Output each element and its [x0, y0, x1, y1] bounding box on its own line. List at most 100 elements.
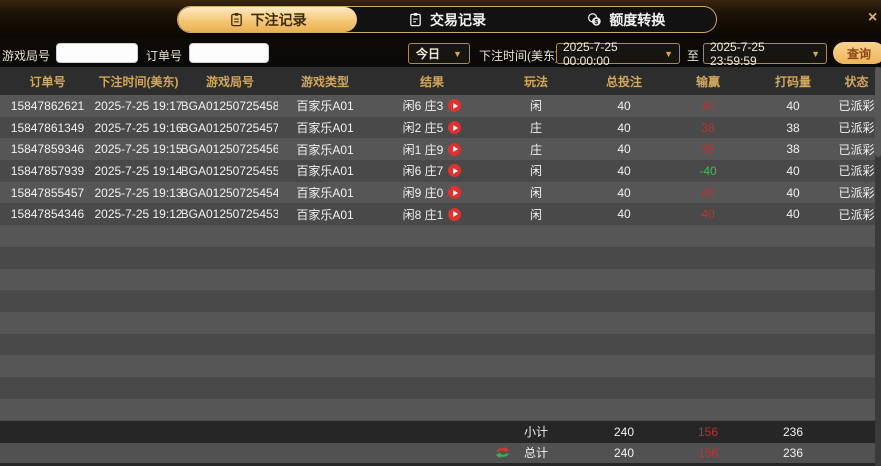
cell-order: 15847861349 [10, 120, 85, 135]
to-label: 至 [687, 49, 700, 63]
cell-game-round: BGA01250725453 [182, 207, 278, 222]
empty-row [0, 311, 875, 334]
replay-icon[interactable] [448, 164, 462, 178]
empty-row [0, 333, 875, 356]
bet-time-label: 下注时间(美东) [479, 49, 559, 63]
total-label: 总计 [523, 446, 548, 461]
refresh-swap-icon[interactable] [494, 445, 511, 460]
cell-turnover: 38 [786, 142, 800, 157]
replay-icon[interactable] [448, 142, 462, 156]
cell-turnover: 40 [786, 185, 800, 200]
cell-game-type: 百家乐A01 [296, 207, 354, 222]
subtotal-bet: 240 [613, 424, 635, 439]
cell-play: 闲 [529, 186, 542, 201]
cell-status: 已派彩 [838, 99, 875, 114]
cell-bet-time: 2025-7-25 19:17 [95, 98, 182, 113]
replay-icon[interactable] [448, 207, 462, 221]
col-header-play: 玩法 [523, 74, 548, 89]
col-header-turnover: 打码量 [774, 74, 811, 89]
cell-turnover: 40 [786, 163, 800, 178]
search-button[interactable]: 查询 [833, 42, 881, 64]
total-bet: 240 [613, 445, 635, 460]
cell-winloss: 40 [701, 185, 715, 200]
table-row: 15847857939 2025-7-25 19:14 BGA012507254… [0, 160, 875, 182]
cell-order: 15847862621 [10, 98, 85, 113]
cell-status: 已派彩 [838, 121, 875, 136]
quick-range-value: 今日 [416, 47, 441, 61]
chevron-down-icon: ▼ [453, 48, 462, 59]
cell-total-bet: 40 [617, 207, 631, 222]
cell-game-round: BGA01250725456 [182, 142, 278, 157]
result-text: 闲1 庄9 [402, 142, 444, 157]
cell-order: 15847855457 [10, 185, 85, 200]
cell-order: 15847859346 [10, 142, 85, 157]
tab-bet-records[interactable]: 下注记录 [178, 7, 358, 32]
table-row: 15847862621 2025-7-25 19:17 BGA012507254… [0, 95, 875, 117]
quota-transfer-icon: $ [587, 12, 602, 27]
cell-order: 15847854346 [10, 207, 85, 222]
table-row: 15847854346 2025-7-25 19:12 BGA012507254… [0, 203, 875, 226]
cell-total-bet: 40 [617, 163, 631, 178]
table-body: 15847862621 2025-7-25 19:17 BGA012507254… [0, 95, 875, 421]
scrollbar-thumb[interactable] [875, 67, 881, 157]
tab-group: 下注记录 交易记录 $ 额度转换 [177, 6, 717, 33]
cell-play: 闲 [529, 99, 542, 114]
col-header-game-type: 游戏类型 [300, 74, 349, 89]
order-number-input[interactable] [189, 43, 269, 63]
cell-play: 闲 [529, 207, 542, 222]
chevron-down-icon: ▼ [811, 48, 820, 59]
tab-quota-transfer[interactable]: $ 额度转换 [537, 7, 716, 32]
game-round-input[interactable] [56, 43, 138, 63]
order-number-label: 订单号 [146, 49, 183, 63]
tab-label: 交易记录 [429, 11, 486, 28]
table-header: 订单号 下注时间(美东) 游戏局号 游戏类型 结果 玩法 总投注 输赢 打码量 … [0, 67, 875, 95]
close-icon[interactable]: × [868, 10, 878, 26]
total-turnover: 236 [782, 445, 804, 460]
cell-status: 已派彩 [838, 186, 875, 201]
cell-bet-time: 2025-7-25 19:13 [95, 185, 182, 200]
cell-turnover: 40 [786, 98, 800, 113]
table-row: 15847861349 2025-7-25 19:16 BGA012507254… [0, 116, 875, 139]
result-text: 闲9 庄0 [402, 186, 444, 201]
cell-result: 闲9 庄0 [372, 182, 492, 204]
replay-icon[interactable] [448, 121, 462, 135]
date-to-select[interactable]: 2025-7-25 23:59:59 ▼ [703, 40, 827, 68]
cell-result: 闲1 庄9 [372, 138, 492, 160]
cell-winloss: 40 [701, 98, 715, 113]
col-header-result: 结果 [419, 74, 444, 89]
top-tab-bar: 下注记录 交易记录 $ 额度转换 × [0, 0, 881, 38]
game-round-label: 游戏局号 [2, 49, 51, 63]
cell-result: 闲8 庄1 [372, 203, 492, 225]
cell-game-type: 百家乐A01 [296, 99, 354, 114]
vertical-scrollbar[interactable] [875, 67, 881, 466]
col-header-order: 订单号 [29, 74, 66, 89]
cell-status: 已派彩 [838, 207, 875, 222]
result-text: 闲6 庄7 [402, 164, 444, 179]
cell-game-round: BGA01250725458 [182, 98, 278, 113]
empty-row [0, 398, 875, 421]
date-from-value: 2025-7-25 00:00:00 [563, 39, 618, 68]
date-from-select[interactable]: 2025-7-25 00:00:00 ▼ [556, 40, 680, 68]
cell-game-type: 百家乐A01 [296, 164, 354, 179]
replay-icon[interactable] [448, 99, 462, 113]
subtotal-row: 小计 240 156 236 [0, 420, 875, 443]
quick-range-select[interactable]: 今日 ▼ [408, 43, 470, 64]
date-to-value: 2025-7-25 23:59:59 [710, 39, 765, 68]
tab-transaction-records[interactable]: 交易记录 [357, 7, 536, 32]
tab-label: 额度转换 [609, 11, 666, 28]
bottom-strip [0, 463, 881, 466]
col-header-status: 状态 [844, 74, 869, 89]
empty-row [0, 290, 875, 312]
cell-status: 已派彩 [838, 142, 875, 157]
replay-icon[interactable] [448, 186, 462, 200]
filter-bar: 游戏局号 订单号 今日 ▼ 下注时间(美东) 2025-7-25 00:00:0… [0, 38, 881, 68]
cell-turnover: 38 [786, 120, 800, 135]
cell-game-type: 百家乐A01 [296, 121, 354, 136]
table-row: 15847859346 2025-7-25 19:15 BGA012507254… [0, 138, 875, 161]
cell-winloss: 40 [701, 207, 715, 222]
transaction-record-icon [408, 12, 423, 27]
cell-turnover: 40 [786, 207, 800, 222]
cell-game-type: 百家乐A01 [296, 186, 354, 201]
cell-game-type: 百家乐A01 [296, 142, 354, 157]
